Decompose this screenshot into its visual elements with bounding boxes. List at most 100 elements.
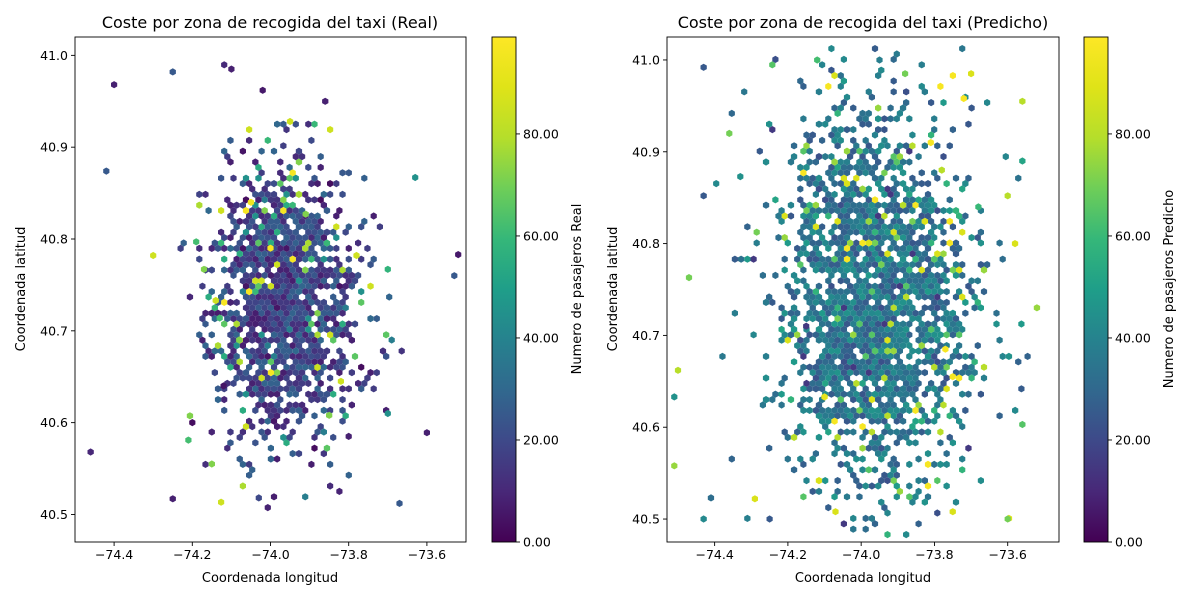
hexbin-cell — [828, 66, 835, 74]
hexbin-cell — [875, 180, 882, 188]
hexbin-cell — [934, 412, 941, 420]
hexbin-cell — [797, 336, 804, 344]
hexbin-cell — [806, 309, 813, 317]
hexbin-cell — [286, 282, 293, 290]
hexbin-cell — [856, 147, 863, 155]
hexbin-cell — [280, 174, 287, 182]
hexbin-cell — [305, 347, 312, 355]
hexbin-cell — [893, 406, 900, 414]
hexbin-cell — [856, 288, 863, 296]
hexbin-cell — [227, 331, 234, 339]
hexbin-cell — [850, 298, 857, 306]
hexbin-cell — [903, 239, 910, 247]
hexbin-cell — [837, 212, 844, 220]
hexbin-cell — [228, 65, 235, 73]
hexbin-cell — [242, 369, 250, 377]
hexbin-cell — [893, 352, 900, 360]
hexbin-cell — [871, 174, 879, 182]
hexbin-cell — [305, 228, 312, 236]
hexbin-cell — [875, 396, 882, 404]
hexbin-cell — [984, 99, 991, 107]
hexbin-cell — [351, 277, 359, 285]
hexbin-cell — [787, 396, 795, 404]
hexbin-cell — [862, 277, 869, 285]
hexbin-cell — [899, 363, 907, 371]
hexbin-cell — [831, 450, 838, 458]
hexbin-cell — [345, 244, 352, 252]
hexbin-cell — [871, 131, 879, 139]
hexbin-cell — [965, 282, 972, 290]
hexbin-cell — [931, 201, 938, 209]
hexbin-cell — [924, 212, 932, 220]
hexbin-cell — [962, 363, 969, 371]
hexbin-cell — [837, 266, 844, 274]
hexbin-cell — [295, 288, 303, 296]
hexbin-cell — [809, 487, 816, 495]
hexbin-cell — [865, 207, 872, 215]
hexbin-cell — [305, 293, 312, 301]
hexbin-cell — [946, 325, 953, 333]
hexbin-cell — [906, 482, 913, 490]
colorbar-label-predicho: Numero de pasajeros Predicho — [1162, 190, 1177, 389]
hexbin-cell — [302, 210, 309, 218]
hexbin-cell — [856, 244, 863, 252]
hexbin-cell — [302, 244, 309, 252]
hexbin-cell — [862, 266, 869, 274]
hexbin-cell — [252, 277, 259, 285]
hexbin-cell — [921, 217, 928, 225]
hexbin-cell — [342, 228, 349, 236]
hexbin-cell — [252, 309, 259, 317]
hexbin-cell — [843, 126, 851, 134]
hexbin-cell — [317, 261, 324, 269]
hexbin-cell — [224, 444, 231, 452]
hexbin-cell — [336, 282, 343, 290]
hexbin-cell — [249, 250, 256, 258]
hexbin-cell — [317, 239, 324, 247]
hexbin-cell — [931, 298, 938, 306]
hexbin-cell — [881, 169, 888, 177]
hexbin-cell — [274, 336, 281, 344]
hexbin-cell — [784, 455, 791, 463]
hexbin-cell — [890, 77, 897, 85]
hexbin-cell — [840, 99, 847, 107]
hexbin-cell — [928, 379, 935, 387]
hexbin-cell — [834, 239, 841, 247]
hexbin-cell — [214, 342, 222, 350]
hexbin-cell — [246, 298, 253, 306]
hexbin-cell — [298, 325, 306, 333]
x-tick-label: −74.4 — [95, 547, 133, 562]
hexbin-cell — [984, 261, 991, 269]
hexbin-cell — [915, 487, 922, 495]
hexbin-cell — [252, 212, 259, 220]
hexbin-cell — [828, 153, 835, 161]
hexbin-cell — [787, 320, 795, 328]
hexbin-cell — [903, 401, 910, 409]
hexbin-cell — [871, 293, 879, 301]
hexbin-cell — [834, 207, 841, 215]
hexbin-cell — [221, 406, 228, 414]
hexbin-cell — [965, 390, 972, 398]
hexbin-cell — [738, 255, 745, 263]
hexbin-cell — [809, 239, 816, 247]
hexbin-cell — [345, 277, 352, 285]
hexbin-cell — [249, 239, 256, 247]
hexbin-cell — [286, 347, 293, 355]
hexbin-cell — [809, 379, 816, 387]
hexbin-cell — [277, 396, 284, 404]
hexbin-cell — [274, 261, 281, 269]
hexbin-cell — [819, 61, 826, 69]
hexbin-cell — [270, 277, 278, 285]
hexbin-cell — [255, 304, 262, 312]
hexbin-cell — [915, 217, 922, 225]
hexbin-cell — [249, 358, 256, 366]
hexbin-cell — [940, 228, 947, 236]
hexbin-cell — [856, 298, 863, 306]
hexbin-cell — [868, 482, 875, 490]
hexbin-cell — [261, 196, 268, 204]
hexbin-cell — [887, 471, 894, 479]
hexbin-cell — [956, 331, 963, 339]
hexbin-cell — [286, 315, 293, 323]
hexbin-cell — [790, 153, 798, 161]
hexbin-cell — [921, 325, 928, 333]
hexbin-cell — [871, 282, 879, 290]
